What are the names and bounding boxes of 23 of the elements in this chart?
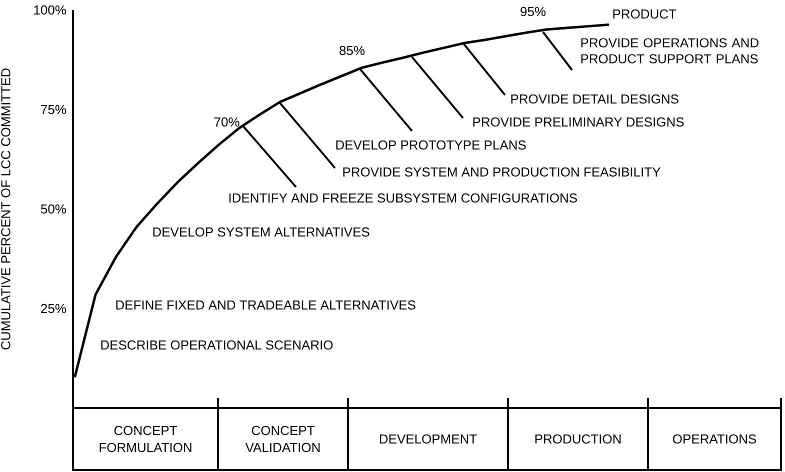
text: CONCEPT VALIDATION [245, 426, 320, 452]
y-tick-label: 100% [34, 5, 66, 15]
text: PRODUCTION [535, 434, 621, 444]
annotation: PROVIDE SYSTEM AND PRODUCTION FEASIBILITY [343, 167, 660, 177]
annotation: IDENTIFY AND FREEZE SUBSYSTEM CONFIGURATIONS [229, 193, 577, 203]
y-tick-label: 50% [40, 204, 66, 214]
annotation: DEVELOP PROTOTYPE PLANS [336, 140, 526, 150]
text: OPERATIONS [672, 434, 756, 444]
annotation: PROVIDE OPERATIONS AND PRODUCT SUPPORT PLANS [581, 38, 758, 64]
annotation: PROVIDE DETAIL DESIGNS [511, 94, 678, 104]
annotation: 85% [340, 46, 365, 56]
annotation: DEFINE FIXED AND TRADEABLE ALTERNATIVES [116, 300, 416, 310]
annotation: PRODUCT [613, 9, 676, 19]
text: DEVELOPMENT [380, 434, 477, 444]
annotation: 70% [214, 117, 240, 127]
annotation: DEVELOP SYSTEM ALTERNATIVES [153, 227, 370, 237]
annotation: DESCRIBE OPERATIONAL SCENARIO [101, 340, 333, 350]
y-tick-label: 75% [41, 104, 66, 114]
y-tick-label: 25% [41, 304, 66, 314]
text: CONCEPT FORMULATION [100, 426, 192, 452]
annotation: 95% [520, 6, 546, 16]
annotation: PROVIDE PRELIMINARY DESIGNS [473, 117, 684, 127]
y-axis-title: CUMULATIVE PERCENT OF LCC COMMITTED [1, 68, 10, 350]
